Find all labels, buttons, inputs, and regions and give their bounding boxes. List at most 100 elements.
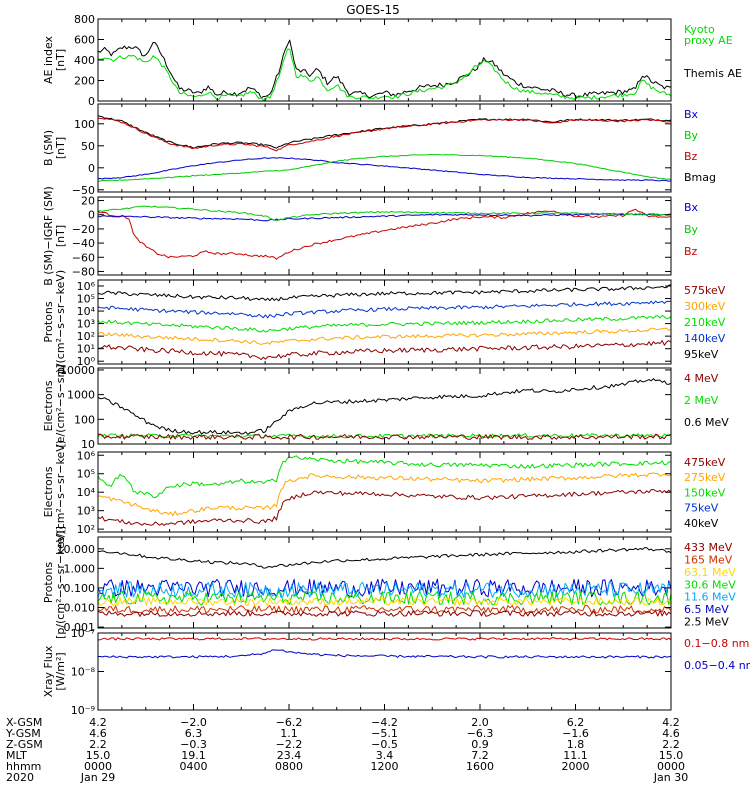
x-row-value: −5.1 (371, 727, 398, 740)
legend-entry: 300keV (684, 300, 726, 313)
series-line (98, 117, 671, 152)
y-tick-label: 10¹ (77, 343, 95, 356)
x-row-label: Y-GSM (5, 727, 41, 740)
y-tick-label: 10⁵ (77, 468, 95, 481)
x-row-label: X-GSM (6, 716, 42, 729)
plot-frame (97, 18, 672, 102)
y-tick-label: 10⁻⁹ (71, 704, 95, 717)
legend-entry: Bx (684, 201, 699, 214)
x-row-label: MLT (6, 749, 27, 762)
y-tick-label: 10⁰ (77, 355, 96, 368)
legend-entry: 0.6 MeV (684, 416, 729, 429)
y-tick-label: 0.001 (64, 621, 96, 634)
series-line (98, 581, 671, 599)
x-row-label: Z-GSM (6, 738, 43, 751)
x-row-value: 3.4 (376, 749, 394, 762)
legend-entry: 475keV (684, 456, 726, 469)
legend-entry: 575keV (684, 284, 726, 297)
legend-entry: 6.5 MeV (684, 603, 729, 616)
x-row-value: 1600 (466, 760, 494, 773)
y-tick-label: 0 (88, 209, 95, 222)
panel-xray: 10⁻⁹ 10⁻⁸ 10⁻⁷ Xray Flux[W/m²] 0.1−0.8 nm 0.0… (42, 627, 750, 717)
series-line (98, 597, 671, 606)
plot-frame (97, 279, 672, 365)
legend-entry: Bz (684, 245, 698, 258)
y-tick-label: 10² (77, 330, 95, 343)
x-row-value: −0.3 (180, 738, 207, 751)
y-tick-label: −50 (72, 184, 95, 197)
legend-entry: 0.1−0.8 nm (684, 637, 749, 650)
x-row-value: −2.0 (180, 716, 207, 729)
series-line (98, 610, 671, 617)
series-group (98, 455, 671, 526)
x-row-value: 4.6 (89, 727, 107, 740)
series-line (98, 378, 671, 435)
x-row-value: 0800 (275, 760, 303, 773)
y-tick-label: 10⁴ (77, 305, 96, 318)
series-group (98, 547, 671, 617)
legend-entry: 0.05−0.4 nm (684, 659, 750, 672)
x-row-value: 1.1 (280, 727, 298, 740)
y-tick-label: 10⁶ (77, 449, 96, 462)
y-tick-label: 1000 (67, 389, 95, 402)
x-row-value: 1.8 (567, 738, 585, 751)
series-line (98, 489, 671, 526)
series-line (98, 605, 671, 614)
y-tick-label: 0 (88, 95, 95, 108)
series-line (98, 213, 671, 222)
x-axis-table: X-GSM 4.2 −2.0 −6.2 −4.2 2.0 6.2 4.2 Y-GSM 4.6 6.3… (5, 716, 688, 784)
x-row-value: 6.2 (567, 716, 585, 729)
y-tick-label: 10⁻⁷ (71, 627, 95, 640)
legend-entry: Kyoto proxy AE (684, 23, 733, 47)
x-row-value: −2.2 (276, 738, 303, 751)
series-line (98, 284, 671, 302)
x-row-value: 0000 (657, 760, 685, 773)
y-tick-label: 10000 (60, 364, 95, 377)
series-line (98, 157, 671, 182)
y-tick-label: −20 (72, 223, 95, 236)
x-row-value: −0.5 (371, 738, 398, 751)
x-row-label: hhmm (6, 760, 41, 773)
y-tick-label: 10⁶ (77, 280, 96, 293)
legend: Bx By Bz (684, 201, 699, 258)
x-row-value: 2.0 (471, 716, 489, 729)
series-line (98, 300, 671, 319)
plot-title: GOES-15 (346, 3, 400, 17)
y-tick-label: 10³ (77, 505, 95, 518)
legend-entry: 75keV (684, 502, 719, 515)
x-row-value: 6.3 (185, 727, 203, 740)
x-row-value: Jan 29 (80, 771, 115, 784)
x-row-value: 2.2 (662, 738, 680, 751)
x-row-value: 7.2 (471, 749, 489, 762)
legend: 575keV 300keV 210keV 140keV 95keV (684, 284, 726, 361)
series-group (98, 284, 671, 360)
legend-entry: 4 MeV (684, 372, 719, 385)
y-tick-label: 10⁵ (77, 293, 95, 306)
series-line (98, 455, 671, 499)
y-tick-label: 20 (81, 195, 95, 208)
plot-frame (97, 632, 672, 711)
legend-entry: 40keV (684, 517, 719, 530)
series-group (98, 39, 671, 101)
x-row-value: 19.1 (181, 749, 206, 762)
x-row-value: 11.1 (563, 749, 588, 762)
x-row-value: −6.2 (276, 716, 303, 729)
x-row-value: 15.0 (659, 749, 684, 762)
legend-entry: 2 MeV (684, 394, 719, 407)
y-axis-label: Protonsp/(cm²−s−sr−keV) (42, 270, 67, 374)
legend: Bx By Bz Bmag (684, 108, 716, 184)
panel-bsm: −50 0 50 100 B (SM)[nT] Bx By Bz Bmag (42, 103, 716, 197)
x-row-value: Jan 30 (653, 771, 688, 784)
x-row-value: −6.3 (467, 727, 494, 740)
y-tick-label: 1.000 (64, 562, 96, 575)
y-axis-label: Electronse/(cm²−s−sr−keV) (42, 440, 67, 544)
panel-ae: 0 200 400 600 800 AE index[nT] Kyoto proxy AE Th… (42, 13, 742, 108)
x-row-value: 4.2 (89, 716, 107, 729)
x-row-value: 4.6 (662, 727, 680, 740)
y-tick-label: 0 (88, 162, 95, 175)
x-row-value: 2.2 (89, 738, 107, 751)
series-line (98, 327, 671, 345)
